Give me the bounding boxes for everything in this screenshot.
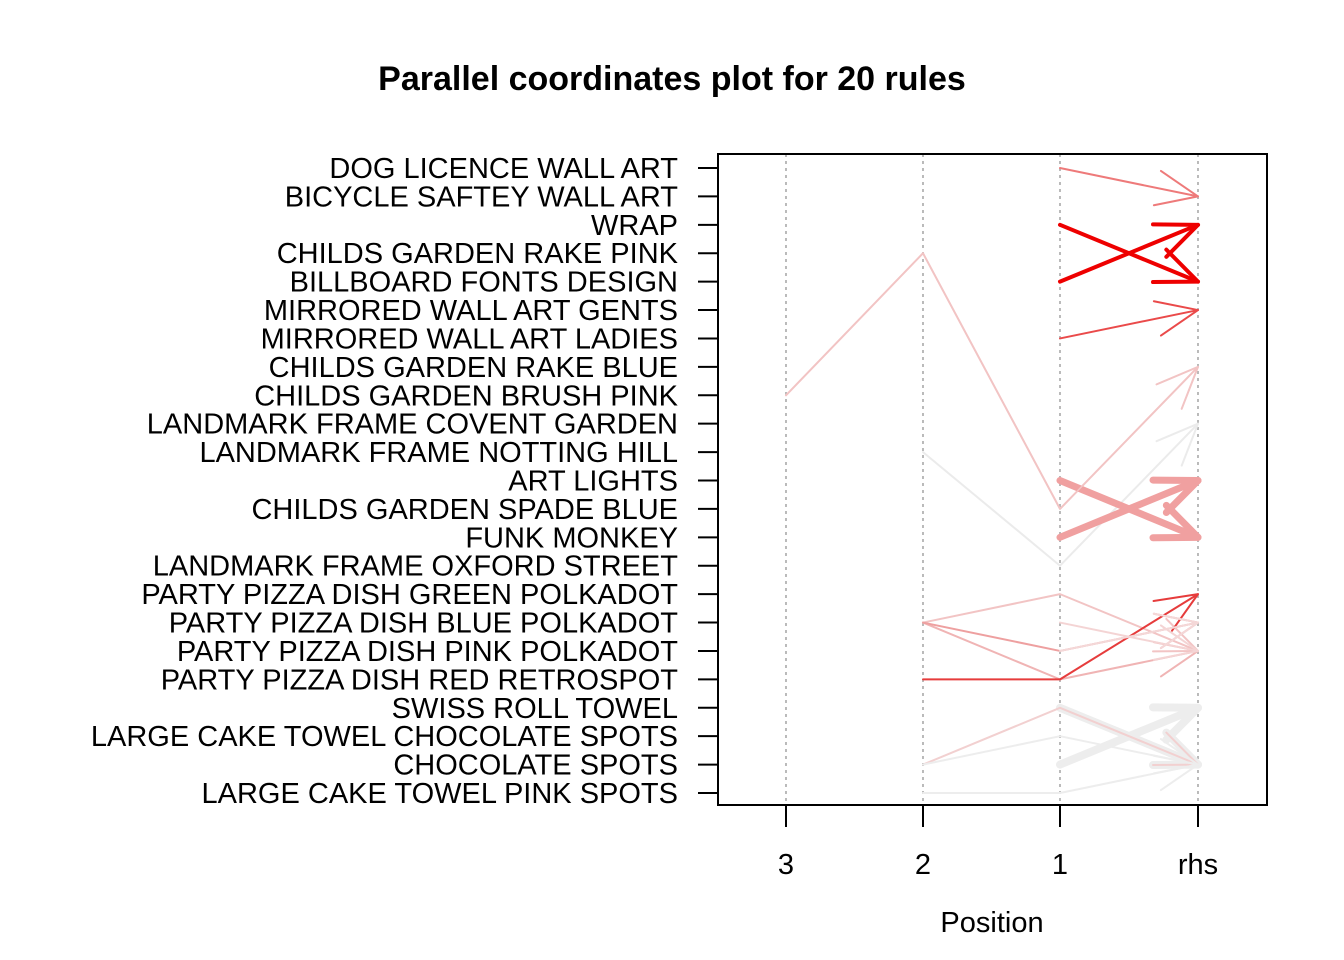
rule-line xyxy=(922,763,1199,794)
y-tick-label: DOG LICENCE WALL ART xyxy=(329,153,678,185)
x-tick-label: 3 xyxy=(778,849,794,881)
rule-14 xyxy=(1059,612,1199,652)
x-tick-label: 2 xyxy=(915,849,931,881)
y-tick-label: LANDMARK FRAME OXFORD STREET xyxy=(153,551,679,583)
y-tick-label: CHILDS GARDEN RAKE PINK xyxy=(277,238,679,270)
y-tick-label: CHOCOLATE SPOTS xyxy=(393,750,678,782)
y-tick-label: ART LIGHTS xyxy=(508,466,678,498)
chart-title: Parallel coordinates plot for 20 rules xyxy=(378,60,966,98)
y-tick-label: FUNK MONKEY xyxy=(465,522,678,554)
x-tick-label: 1 xyxy=(1052,849,1068,881)
rule-line xyxy=(1059,309,1199,340)
rule-lines xyxy=(785,167,1202,794)
rule-line xyxy=(785,252,1199,510)
y-tick-label: LARGE CAKE TOWEL CHOCOLATE SPOTS xyxy=(91,721,678,753)
rule-line xyxy=(922,422,1199,567)
rule-8 xyxy=(1056,477,1202,542)
y-tick-label: PARTY PIZZA DISH PINK POLKADOT xyxy=(177,636,678,668)
y-tick-label: PARTY PIZZA DISH BLUE POLKADOT xyxy=(169,608,679,640)
y-tick-label: BICYCLE SAFTEY WALL ART xyxy=(285,181,679,213)
rule-arrowhead xyxy=(1149,703,1202,744)
y-tick-label: CHILDS GARDEN BRUSH PINK xyxy=(254,380,678,412)
y-tick-label: CHILDS GARDEN RAKE BLUE xyxy=(269,352,678,384)
y-tick-label: MIRRORED WALL ART GENTS xyxy=(264,295,678,327)
rule-1 xyxy=(1059,167,1199,207)
rule-line xyxy=(1059,167,1199,198)
rule-line xyxy=(1059,621,1199,652)
rule-6 xyxy=(922,422,1199,567)
y-tick-label: LANDMARK FRAME COVENT GARDEN xyxy=(147,409,678,441)
y-tick-label: SWISS ROLL TOWEL xyxy=(392,693,678,725)
y-tick-label: CHILDS GARDEN SPADE BLUE xyxy=(251,494,678,526)
x-tick-label: rhs xyxy=(1178,849,1218,881)
rule-arrowhead xyxy=(1155,366,1199,410)
rule-line xyxy=(1058,222,1200,284)
rule-arrowhead xyxy=(1149,476,1202,516)
y-tick-label: WRAP xyxy=(591,210,678,242)
y-tick-label: LANDMARK FRAME NOTTING HILL xyxy=(199,437,678,469)
rule-line xyxy=(922,593,1199,681)
rule-arrowhead xyxy=(1152,300,1199,337)
y-tick-label: LARGE CAKE TOWEL PINK SPOTS xyxy=(202,778,679,810)
y-tick-label: BILLBOARD FONTS DESIGN xyxy=(290,267,678,299)
rule-arrowhead xyxy=(1152,612,1199,650)
rule-20 xyxy=(785,252,1199,510)
y-tick-label: PARTY PIZZA DISH RED RETROSPOT xyxy=(161,664,679,696)
rule-line xyxy=(1056,477,1202,541)
rule-line xyxy=(922,735,1199,766)
rule-4 xyxy=(1059,300,1199,340)
rule-line xyxy=(922,706,1199,766)
rule-arrowhead xyxy=(1151,247,1200,285)
rule-3 xyxy=(1058,222,1200,284)
x-axis: 3 2 1 rhs xyxy=(778,805,1218,881)
y-tick-label: MIRRORED WALL ART LADIES xyxy=(261,323,678,355)
rule-arrowhead xyxy=(1152,624,1199,661)
rule-arrowhead xyxy=(1149,501,1202,542)
rule-arrowhead xyxy=(1155,422,1199,467)
x-axis-label: Position xyxy=(940,907,1043,939)
rule-arrowhead xyxy=(1152,754,1199,792)
rule-arrowhead xyxy=(1152,169,1199,207)
rule-19 xyxy=(922,754,1199,794)
rule-13 xyxy=(1059,621,1199,661)
y-tick-label: PARTY PIZZA DISH GREEN POLKADOT xyxy=(141,579,678,611)
rule-arrowhead xyxy=(1151,222,1200,259)
